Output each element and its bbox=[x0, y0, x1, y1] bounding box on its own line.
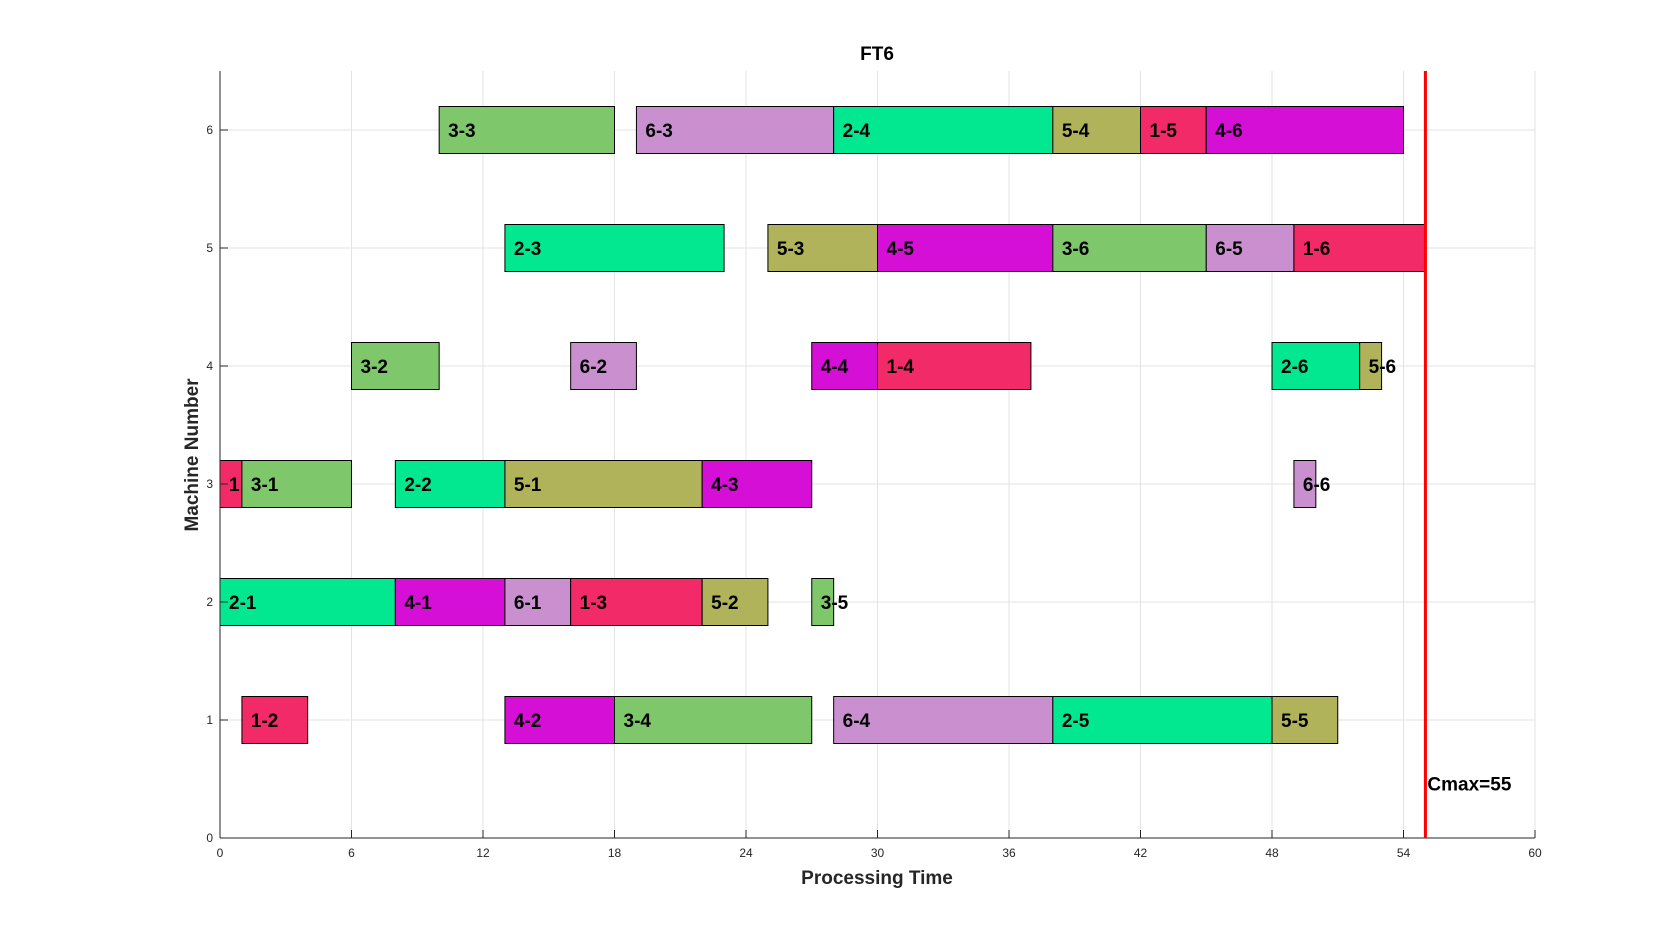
task-bar bbox=[1052, 696, 1273, 744]
task-label: 4-4 bbox=[821, 357, 849, 378]
x-tick-label: 60 bbox=[1528, 846, 1542, 860]
task-label: 1-3 bbox=[580, 593, 607, 614]
x-tick-label: 36 bbox=[1002, 846, 1016, 860]
task-bar bbox=[833, 696, 1054, 744]
task-bar bbox=[877, 224, 1054, 272]
task-label: 2-1 bbox=[229, 593, 257, 614]
task-label: 6-6 bbox=[1303, 475, 1330, 496]
task-label: 1 bbox=[229, 475, 240, 496]
x-tick-label: 30 bbox=[871, 846, 885, 860]
task-label: 3-6 bbox=[1062, 239, 1089, 260]
y-tick-label: 6 bbox=[206, 123, 213, 137]
task-bar bbox=[219, 578, 396, 626]
x-tick-label: 0 bbox=[217, 846, 224, 860]
task-bar bbox=[504, 224, 725, 272]
task-label: 4-3 bbox=[711, 475, 738, 496]
task-bar bbox=[811, 578, 835, 626]
y-tick-label: 0 bbox=[206, 831, 213, 845]
x-tick-label: 18 bbox=[608, 846, 622, 860]
y-tick-label: 1 bbox=[206, 713, 213, 727]
chart-title: FT6 bbox=[860, 44, 894, 65]
task-label: 1-4 bbox=[887, 357, 915, 378]
task-bar bbox=[438, 106, 615, 154]
task-bar bbox=[833, 106, 1054, 154]
x-tick-label: 6 bbox=[348, 846, 355, 860]
task-bar bbox=[570, 578, 703, 626]
x-tick-label: 54 bbox=[1397, 846, 1411, 860]
task-label: 6-3 bbox=[645, 121, 672, 142]
task-label: 2-2 bbox=[404, 475, 431, 496]
task-bar bbox=[1205, 224, 1295, 272]
y-tick-label: 3 bbox=[206, 477, 213, 491]
task-label: 4-6 bbox=[1215, 121, 1242, 142]
task-label: 5-1 bbox=[514, 475, 542, 496]
task-label: 3-5 bbox=[821, 593, 849, 614]
task-label: 3-3 bbox=[448, 121, 475, 142]
task-label: 1-5 bbox=[1150, 121, 1178, 142]
task-bar bbox=[701, 460, 813, 508]
task-bar bbox=[1359, 342, 1383, 390]
x-tick-label: 48 bbox=[1265, 846, 1279, 860]
task-label: 5-5 bbox=[1281, 711, 1309, 732]
task-label: 4-1 bbox=[404, 593, 432, 614]
y-tick-label: 2 bbox=[206, 595, 213, 609]
cmax-label: Cmax=55 bbox=[1427, 775, 1511, 796]
task-bar bbox=[635, 106, 835, 154]
task-label: 6-4 bbox=[843, 711, 871, 732]
task-label: 3-4 bbox=[624, 711, 652, 732]
task-bar bbox=[1052, 224, 1207, 272]
task-label: 3-1 bbox=[251, 475, 279, 496]
task-label: 5-4 bbox=[1062, 121, 1090, 142]
task-bar bbox=[1271, 342, 1361, 390]
task-bar bbox=[351, 342, 440, 390]
task-label: 5-6 bbox=[1369, 357, 1396, 378]
task-bar bbox=[394, 578, 506, 626]
task-label: 5-3 bbox=[777, 239, 804, 260]
x-tick-label: 12 bbox=[476, 846, 490, 860]
task-bars: 1-2 4-2 3-4 6-4 2-5 5-5 2-1 4-1 6-1 1-3 5-2 3-5 1 3-1… bbox=[219, 106, 1426, 744]
task-bar bbox=[1140, 106, 1207, 154]
task-label: 3-2 bbox=[361, 357, 388, 378]
x-tick-label: 24 bbox=[739, 846, 753, 860]
task-label: 4-5 bbox=[887, 239, 915, 260]
task-label: 6-5 bbox=[1215, 239, 1243, 260]
task-label: 1-2 bbox=[251, 711, 278, 732]
task-label: 2-5 bbox=[1062, 711, 1090, 732]
task-label: 2-4 bbox=[843, 121, 871, 142]
task-bar bbox=[1205, 106, 1404, 154]
y-tick-label: 5 bbox=[206, 241, 213, 255]
x-tick-label: 42 bbox=[1134, 846, 1148, 860]
task-bar bbox=[1293, 460, 1317, 508]
task-bar bbox=[1293, 224, 1426, 272]
task-label: 2-3 bbox=[514, 239, 541, 260]
x-axis-title: Processing Time bbox=[801, 868, 953, 889]
task-bar bbox=[504, 578, 572, 626]
task-bar bbox=[241, 696, 309, 744]
task-label: 5-2 bbox=[711, 593, 738, 614]
task-bar bbox=[1052, 106, 1142, 154]
task-bar bbox=[1271, 696, 1339, 744]
task-label: 2-6 bbox=[1281, 357, 1308, 378]
task-bar bbox=[394, 460, 506, 508]
task-label: 1-6 bbox=[1303, 239, 1330, 260]
y-tick-label: 4 bbox=[206, 359, 213, 373]
task-label: 6-2 bbox=[580, 357, 607, 378]
task-bar bbox=[241, 460, 353, 508]
task-label: 6-1 bbox=[514, 593, 542, 614]
task-bar bbox=[570, 342, 637, 390]
cmax-marker: Cmax=55 bbox=[1423, 71, 1512, 838]
task-bar bbox=[877, 342, 1032, 390]
task-bar bbox=[701, 578, 769, 626]
task-bar bbox=[614, 696, 813, 744]
y-axis-title: Machine Number bbox=[182, 378, 203, 532]
task-label: 4-2 bbox=[514, 711, 541, 732]
